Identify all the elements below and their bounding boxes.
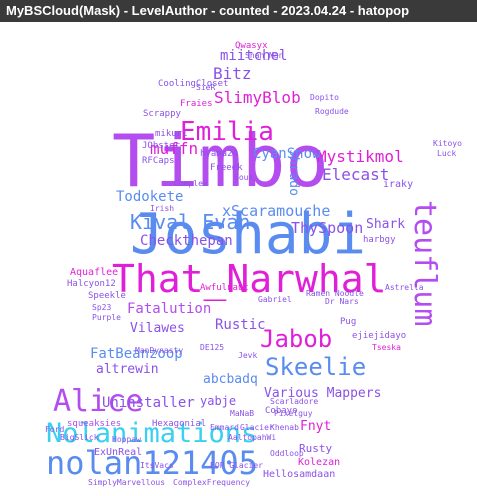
word-harbgy: harbgy (363, 235, 396, 245)
word-shrado: shrado (286, 149, 301, 196)
word-luck: Luck (437, 149, 457, 158)
word-ejiejidayo: ejiejidayo (352, 331, 407, 341)
window-titlebar: MyBSCloud(Mask) - LevelAuthor - counted … (0, 0, 477, 22)
word-bigslick: BigSlick (60, 433, 99, 442)
word-kolezan: Kolezan (298, 457, 341, 468)
word-fnyt: Fnyt (300, 419, 332, 434)
word-cyansnow: CyanSnow (253, 146, 321, 162)
word-miitchel: miitchel (220, 48, 288, 64)
word-pug: Pug (340, 317, 357, 327)
word-hyama24: hyama24 (200, 149, 238, 159)
word-abcbadq: abcbadq (203, 372, 258, 387)
word-fatalution: Fatalution (127, 301, 212, 317)
word-alice: Alice (53, 384, 144, 419)
word-joshabi: Joshabi (130, 202, 367, 267)
word-rustic: Rustic (215, 317, 266, 333)
word-cloud: Timbo Joshabi That_Narwhal nolan121405 N… (0, 22, 477, 496)
word-jabob: Jabob (260, 325, 333, 353)
word-emilia: Emilia (180, 117, 274, 147)
word-mikuri: mikuri (155, 129, 188, 139)
word-altrewin: altrewin (96, 362, 159, 377)
word-cobayo: Cobayo (265, 406, 298, 416)
word-fraies: Fraies (180, 99, 213, 109)
word-aquaflee: Aquaflee (70, 267, 119, 278)
word-de125: DE125 (200, 343, 225, 352)
word-oddloop: Oddloop (270, 449, 304, 458)
word-complex: Complex (174, 179, 208, 188)
word-shark: Shark (366, 217, 406, 232)
word-ford: Ford (45, 425, 65, 434)
word-jevk: Jevk (238, 351, 258, 360)
word-rusty: Rusty (299, 442, 333, 455)
word-mystikmol: Mystikmol (317, 147, 404, 166)
word-timbo: Timbo (112, 119, 329, 203)
word-eop-glacier: EOP Glacier (210, 461, 263, 470)
word-dopito: Dopito (310, 93, 339, 102)
word-ramen-noodle: Ramen Noodle (306, 289, 364, 298)
word-hellosamdaan: Hellosamdaan (263, 469, 336, 480)
word-rfcaps: RFCaps (142, 156, 175, 166)
word-aaltopahwi: AaltopahWi (228, 433, 277, 442)
word-bitz: Bitz (213, 64, 252, 83)
word-various-mappers: Various Mappers (264, 386, 382, 401)
word-awfulnaut: Awfulnaut (200, 283, 249, 293)
word-thyspoon: ThySpoon (291, 219, 364, 237)
word-slimyblob: SlimyBlob (214, 88, 301, 107)
word-kitoyo: Kitoyo (433, 139, 462, 148)
word-sp23: Sp23 (92, 303, 112, 312)
word-gabriel: Gabriel (258, 295, 292, 304)
word-manab: MaNaB (230, 409, 255, 418)
word-teuflum: teuflum (407, 200, 442, 327)
word-skeelie: Skeelie (265, 353, 367, 381)
word-hoppaw: Hoppaw (112, 435, 141, 444)
word-irish: Irish (150, 204, 175, 213)
window-title: MyBSCloud(Mask) - LevelAuthor - counted … (6, 3, 410, 18)
word-scarladore: Scarladore (270, 397, 319, 406)
word-astrella: Astrella (385, 283, 424, 292)
word-mandynasty: ManDynasty (135, 346, 184, 355)
word-souk: Souk (234, 173, 254, 182)
word-that-narwhal: That_Narwhal (112, 257, 387, 301)
word-nolanimations: Nolanimations (46, 418, 258, 449)
word-glacier: Glacier (240, 423, 274, 432)
word-emmard: Emmard (210, 423, 239, 432)
word-shan-man: Shan_Man (245, 51, 284, 60)
word-khenab: Khenab (270, 423, 299, 432)
word-speekle: Speekle (88, 291, 126, 301)
word-simplymarvellous: SimplyMarvellous (88, 478, 166, 487)
word-iraky: iraky (383, 179, 414, 190)
word-complexfrequency: ComplexFrequency (173, 478, 251, 487)
word-rogdude: Rogdude (315, 107, 349, 116)
word-halcyon12: Halcyon12 (67, 279, 116, 289)
word-fatbeanzoop: FatBeanzoop (90, 346, 183, 362)
word-squeaksies: squeaksies (67, 419, 122, 429)
word-qwasyx: Qwasyx (235, 41, 268, 51)
word-pixelguy: Pixelguy (274, 409, 313, 418)
word-muffn: muffn (150, 139, 199, 158)
word-itsvacs: ItsVacs (140, 461, 174, 470)
word-hexagonial: Hexagonial (152, 419, 207, 429)
word-scrappy: Scrappy (143, 109, 181, 119)
word-coolingcloset: CoolingCloset (158, 79, 229, 89)
word-sieh: SieR (196, 83, 216, 92)
word-jobster: JObster (142, 141, 180, 151)
word-purple: Purple (92, 313, 121, 322)
word-vilawes: Vilawes (130, 321, 185, 336)
word-uninstaller: Uninstaller (102, 395, 195, 411)
word-nolan121405: nolan121405 (46, 444, 258, 482)
word-tseska: Tseska (372, 343, 401, 352)
word-exunreal: ExUnReal (94, 447, 143, 458)
word-dr-nars: Dr Nars (325, 297, 359, 306)
word-xscaramouche: xScaramouche (222, 202, 331, 220)
word-elecast: Elecast (322, 165, 390, 184)
word-todokete: Todokete (116, 189, 184, 205)
word-kival-evan: Kival Evan (130, 210, 251, 234)
word-checkthepan: Checkthepan (140, 233, 233, 249)
word-freeek: Freeek (210, 163, 243, 173)
word-yabje: yabje (200, 394, 237, 408)
